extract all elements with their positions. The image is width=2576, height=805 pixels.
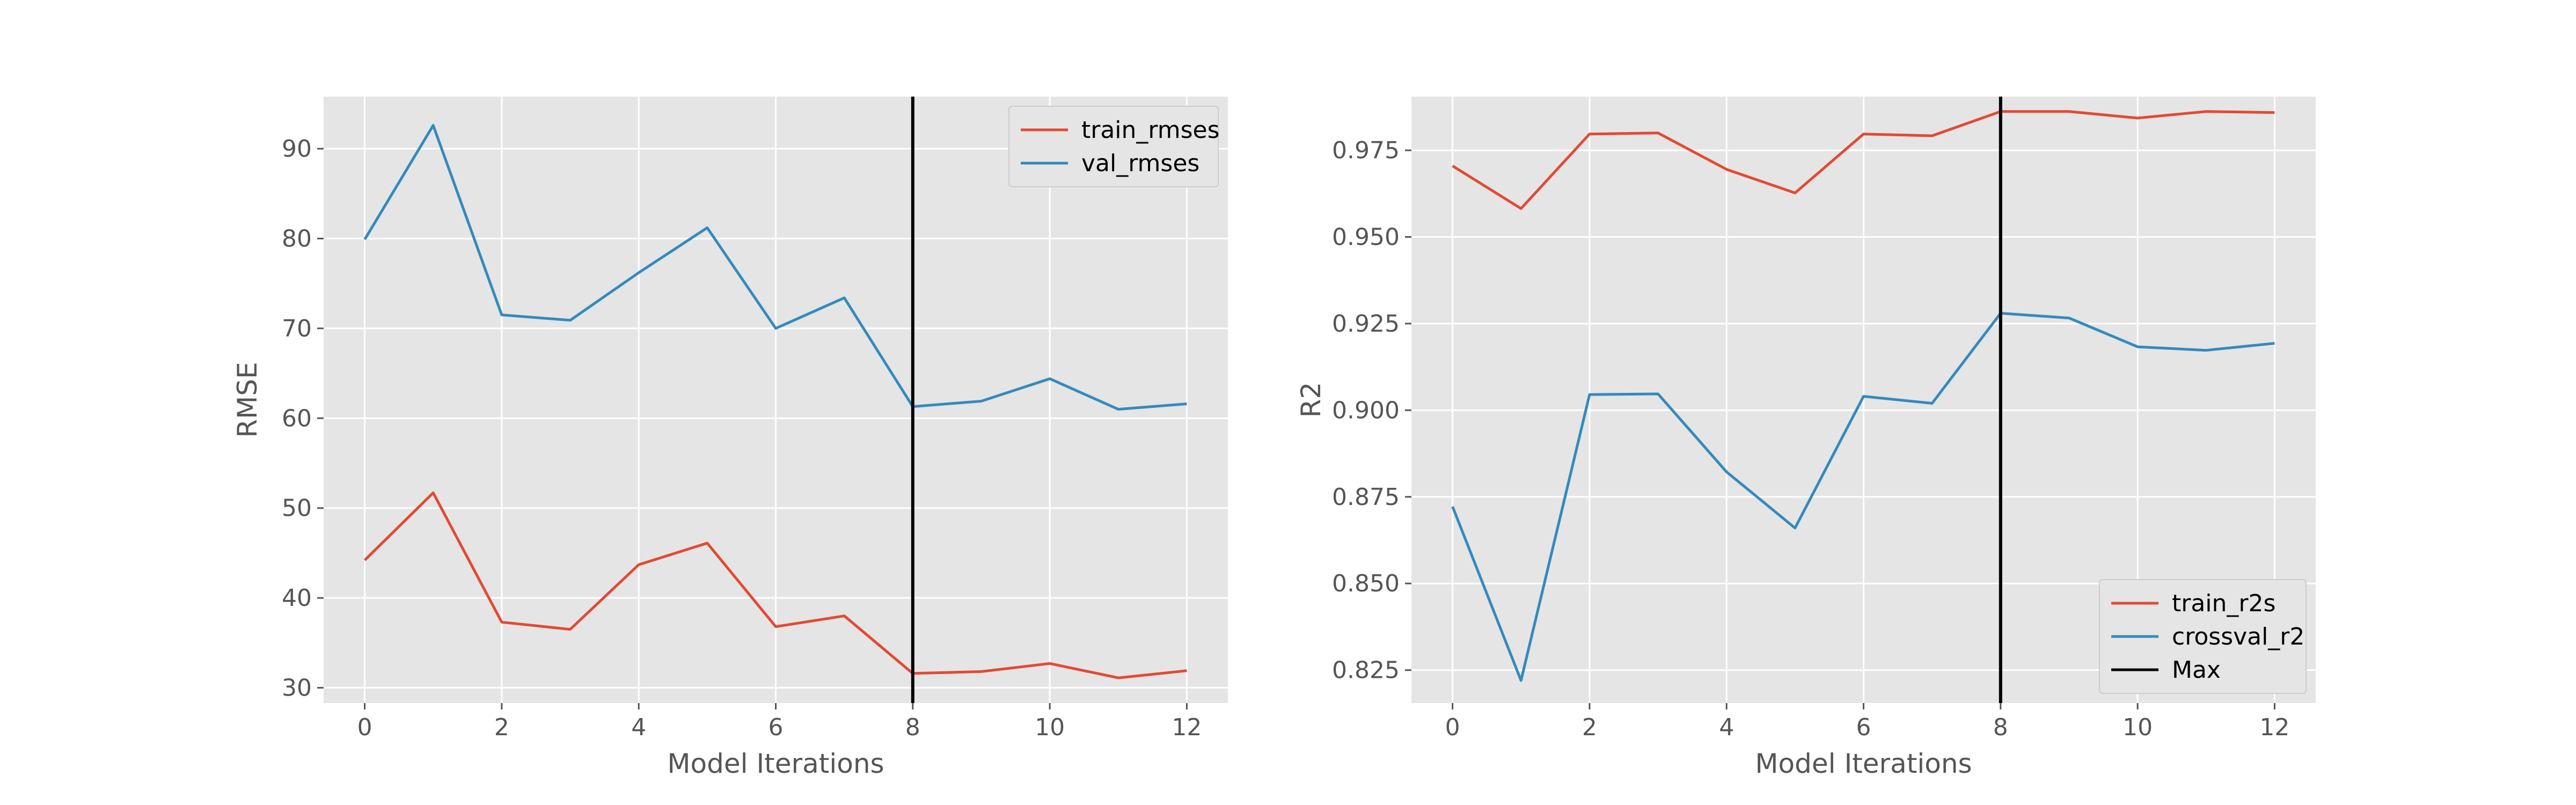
- x-tick-label: 10: [2123, 714, 2153, 741]
- r2-chart: 0 2 4 6 8 10 12 0.825 0.850 0.875 0.900 0.925 0.950 0…: [1296, 97, 2316, 779]
- y-tick-label: 40: [282, 584, 312, 612]
- legend-label-train_rmses: train_rmses: [1081, 116, 1220, 144]
- legend-label-Max: Max: [2172, 656, 2221, 684]
- series-line-train_rmses: [363, 491, 1187, 679]
- y-tick-label: 70: [282, 315, 312, 342]
- y-tick-label: 0.900: [1332, 397, 1400, 424]
- y-tick-label: 90: [282, 135, 312, 163]
- y-tick-label: 50: [282, 495, 312, 522]
- x-axis-label: Model Iterations: [1755, 748, 1972, 779]
- y-tick-label: 60: [282, 405, 312, 432]
- x-tick-label: 0: [1445, 714, 1460, 741]
- legend-label-val_rmses: val_rmses: [1081, 150, 1199, 177]
- x-tick-label: 2: [1582, 714, 1597, 741]
- x-axis-label: Model Iterations: [667, 748, 884, 779]
- x-tick-label: 4: [1719, 714, 1734, 741]
- series-line-crossval_r2: [1451, 312, 2275, 682]
- x-tick-label: 6: [769, 714, 784, 741]
- x-tick-label: 6: [1856, 714, 1871, 741]
- x-tick-label: 0: [357, 714, 372, 741]
- y-axis-label: R2: [1296, 382, 1327, 418]
- rmse-chart: 0 2 4 6 8 10 12 30 40 50 60 70 80 90 Model Iterations R…: [232, 97, 1228, 779]
- x-tick-label: 12: [1172, 714, 1202, 741]
- legend-box: [2099, 579, 2307, 694]
- y-tick-label: 0.975: [1332, 137, 1400, 164]
- y-tick-label: 0.825: [1332, 657, 1400, 684]
- x-tick-label: 10: [1035, 714, 1065, 741]
- y-tick-label: 30: [282, 675, 312, 702]
- legend-label-train_r2s: train_r2s: [2172, 590, 2275, 617]
- legend-box: [1008, 106, 1219, 187]
- series-line-val_rmses: [363, 124, 1187, 411]
- x-tick-label: 4: [631, 714, 646, 741]
- y-tick-label: 0.925: [1332, 310, 1400, 338]
- x-tick-label: 12: [2259, 714, 2289, 741]
- y-axis-label: RMSE: [232, 362, 263, 437]
- y-tick-label: 0.950: [1332, 224, 1400, 251]
- x-tick-label: 8: [905, 714, 920, 741]
- y-tick-label: 80: [282, 225, 312, 253]
- x-tick-label: 8: [1993, 714, 2008, 741]
- x-tick-label: 2: [494, 714, 509, 741]
- legend-label-crossval_r2: crossval_r2: [2172, 623, 2304, 650]
- y-tick-label: 0.875: [1332, 484, 1400, 511]
- y-tick-label: 0.850: [1332, 570, 1400, 597]
- series-line-train_r2s: [1452, 110, 2275, 210]
